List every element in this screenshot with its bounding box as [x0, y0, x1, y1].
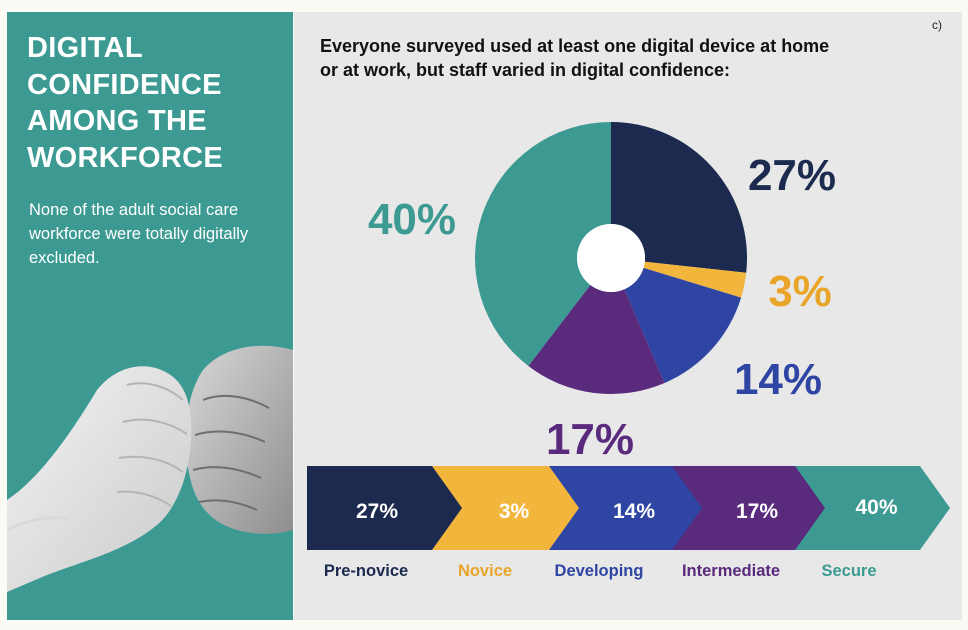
donut-chart	[475, 121, 748, 394]
arrow-value-developing: 14%	[613, 500, 655, 523]
slice-intermediate	[528, 285, 665, 394]
chart-headline: Everyone surveyed used at least one digi…	[320, 36, 830, 80]
slice-developing	[624, 267, 742, 384]
arrow-secure	[795, 466, 950, 550]
arrow-value-intermediate: 17%	[736, 500, 778, 523]
arrow-value-pre-novice: 27%	[356, 500, 398, 523]
category-developing: Developing	[555, 562, 644, 580]
arrow-intermediate	[672, 466, 834, 550]
donut-label-intermediate: 17%	[546, 415, 634, 464]
donut-label-developing: 14%	[734, 355, 822, 404]
arrow-scale: 27% 3% 14% 17% 40%	[307, 466, 950, 550]
category-labels: Pre-novice Novice Developing Intermediate Se…	[324, 562, 877, 580]
figure-label: c)	[932, 18, 942, 32]
donut-labels: 27% 3% 14% 17% 40%	[368, 151, 836, 464]
bottom-margin	[0, 620, 968, 630]
category-intermediate: Intermediate	[682, 562, 780, 580]
slice-pre-novice	[611, 122, 748, 273]
category-novice: Novice	[458, 562, 512, 580]
arrow-novice	[432, 466, 588, 550]
donut-label-novice: 3%	[768, 267, 832, 316]
slice-novice	[643, 261, 747, 298]
arrow-value-novice: 3%	[499, 500, 530, 523]
arrow-developing	[549, 466, 711, 550]
fist-bump-image	[7, 345, 293, 592]
donut-label-secure: 40%	[368, 195, 456, 244]
category-secure: Secure	[821, 562, 876, 580]
panel-title: DIGITAL CONFIDENCE AMONG THE WORKFORCE	[27, 32, 224, 174]
slice-secure	[475, 121, 611, 367]
donut-hole	[577, 224, 645, 292]
donut-label-pre-novice: 27%	[748, 151, 836, 200]
arrow-pre-novice	[307, 466, 465, 550]
arrow-value-secure: 40%	[855, 496, 897, 519]
panel-subtitle: None of the adult social care workforce …	[29, 201, 249, 267]
category-pre-novice: Pre-novice	[324, 562, 408, 580]
left-panel: DIGITAL CONFIDENCE AMONG THE WORKFORCE N…	[7, 12, 293, 620]
